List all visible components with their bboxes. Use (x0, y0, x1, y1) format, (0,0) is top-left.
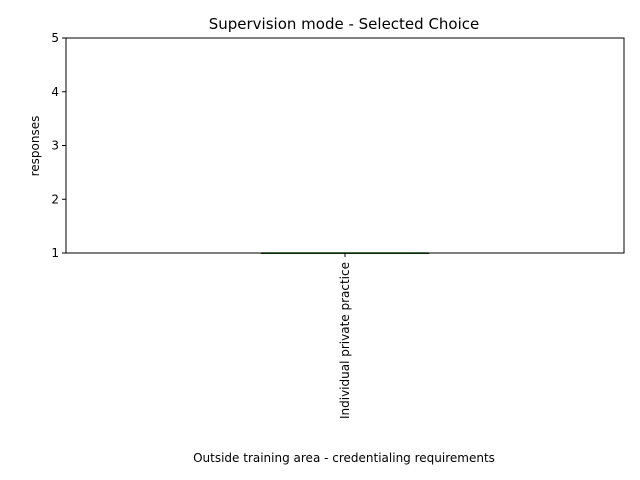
y-tick-label: 5 (51, 31, 59, 45)
y-axis-label: responses (28, 116, 42, 177)
y-tick-label: 2 (51, 192, 59, 206)
x-axis-label: Outside training area - credentialing re… (193, 451, 495, 465)
x-tick-label: Individual private practice (338, 262, 352, 419)
chart-title: Supervision mode - Selected Choice (209, 15, 480, 33)
y-tick-label: 4 (51, 85, 59, 99)
y-tick-label: 3 (51, 139, 59, 153)
plot-area-frame (65, 37, 625, 254)
y-axis: 1 2 3 4 5 (51, 31, 66, 260)
x-axis: Individual private practice (338, 253, 352, 419)
y-tick-label: 1 (51, 246, 59, 260)
